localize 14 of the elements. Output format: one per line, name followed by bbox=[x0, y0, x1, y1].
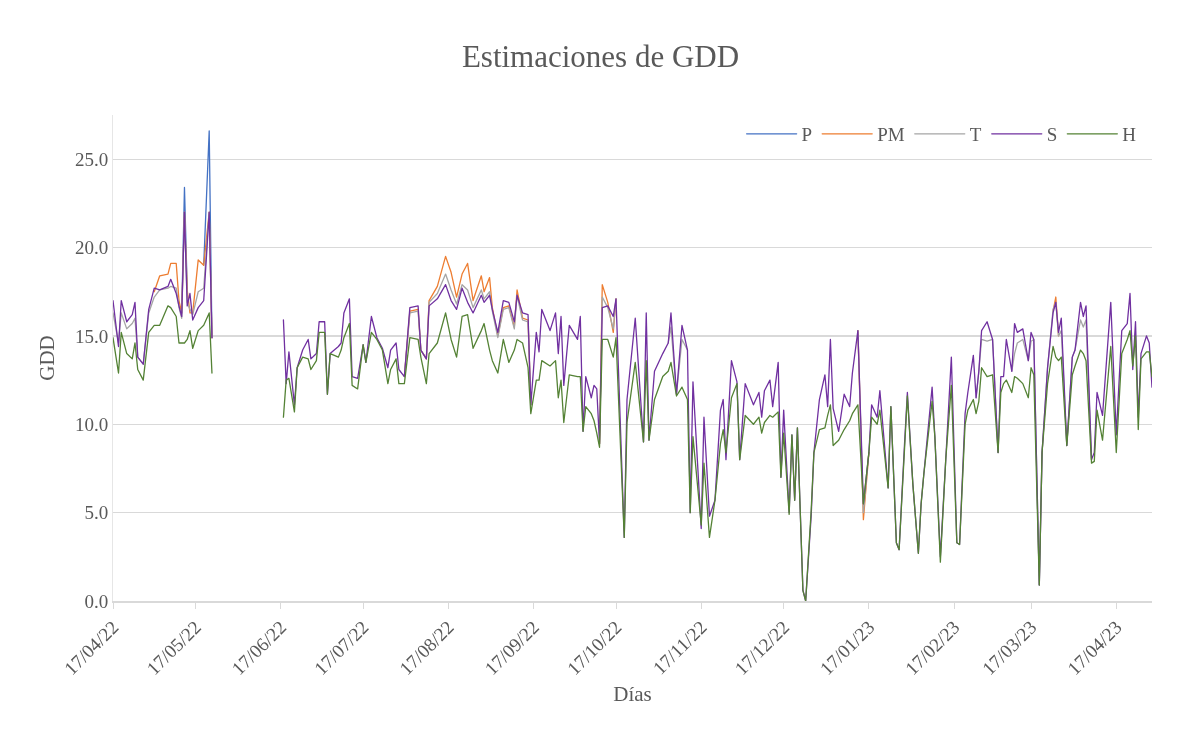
legend-label: PM bbox=[877, 124, 905, 146]
y-tick-label: 25.0 bbox=[74, 148, 109, 170]
legend-label: S bbox=[1046, 124, 1058, 146]
y-tick-label: 10.0 bbox=[74, 413, 109, 435]
legend-label: P bbox=[801, 124, 813, 146]
y-axis-title: GDD bbox=[35, 335, 60, 381]
y-tick-label: 20.0 bbox=[74, 237, 109, 259]
legend-label: H bbox=[1122, 124, 1137, 146]
legend-label: T bbox=[969, 124, 982, 146]
y-tick-label: 15.0 bbox=[74, 325, 109, 347]
x-axis-title: Días bbox=[613, 682, 652, 707]
chart-title: Estimaciones de GDD bbox=[461, 38, 740, 74]
y-tick-label: 0.0 bbox=[84, 590, 109, 612]
y-tick-label: 5.0 bbox=[84, 502, 109, 524]
